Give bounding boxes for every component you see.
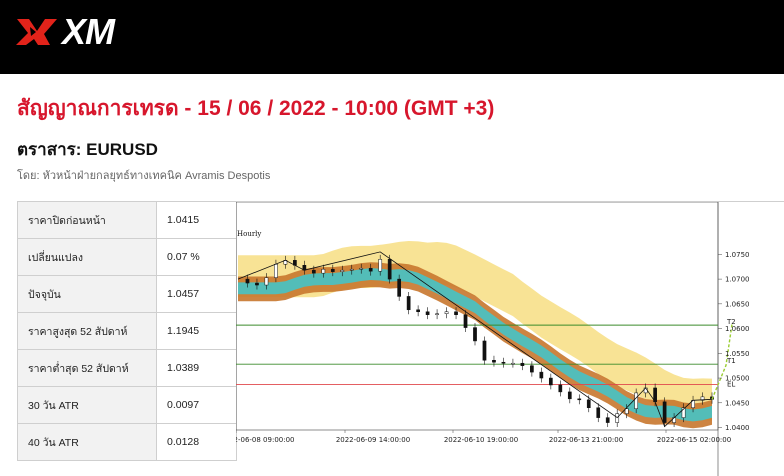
- stat-value: 1.0457: [156, 275, 237, 313]
- candle-body: [615, 413, 620, 423]
- y-tick-label: 1.0500: [725, 375, 750, 383]
- table-row: ปัจจุบัน 1.0457: [17, 275, 237, 313]
- candle-body: [255, 282, 259, 286]
- candle-body: [397, 278, 402, 297]
- candle-body: [596, 407, 601, 418]
- candle-body: [539, 371, 544, 379]
- candle-body: [700, 396, 705, 401]
- stat-label: ราคาปิดก่อนหน้า: [17, 201, 157, 239]
- candle-body: [492, 359, 496, 363]
- x-tick-label: 2022-06-09 14:00:00: [336, 436, 410, 444]
- inner-band: [238, 268, 712, 422]
- level-label-t2: T2: [726, 318, 736, 326]
- y-tick-label: 1.0750: [725, 251, 750, 259]
- candle-body: [577, 398, 582, 401]
- candle-body: [511, 362, 515, 365]
- candle-body: [548, 377, 553, 386]
- stat-label: ปัจจุบัน: [17, 275, 157, 313]
- chart-svg: T2 T1 EL Hourly 1.0750 1.0700 1.0650 1.0600 1.05…: [236, 202, 750, 476]
- candle-body: [605, 417, 610, 423]
- y-tick-label: 1.0700: [725, 276, 750, 284]
- table-row: ราคาสูงสุด 52 สัปดาห์ 1.1945: [17, 312, 237, 350]
- logo-text: XM: [62, 11, 115, 52]
- candle-body: [245, 278, 250, 284]
- candle-body: [558, 384, 563, 393]
- table-row: ราคาปิดก่อนหน้า 1.0415: [17, 201, 237, 239]
- author-byline: โดย: หัวหน้าฝ่ายกลยุทธ์ทางเทคนิค Avramis…: [17, 170, 271, 182]
- y-tick-label: 1.0550: [725, 350, 750, 358]
- candle-body: [454, 311, 458, 315]
- candle-body: [340, 269, 345, 272]
- candle-body: [681, 407, 686, 418]
- stat-value: 0.07 %: [156, 238, 237, 276]
- stat-value: 1.0389: [156, 349, 237, 387]
- stat-value: 0.0128: [156, 423, 237, 461]
- page-title: สัญญาณการเทรด - 15 / 06 / 2022 - 10:00 (…: [17, 97, 495, 120]
- stat-value: 1.0415: [156, 201, 237, 239]
- stats-table: ราคาปิดก่อนหน้า 1.0415 เปลี่ยนแปลง 0.07 …: [17, 201, 237, 461]
- candle-body: [624, 408, 629, 414]
- stat-label: ราคาสูงสุด 52 สัปดาห์: [17, 312, 157, 350]
- candle-body: [274, 264, 278, 278]
- candle-body: [368, 267, 373, 272]
- candle-body: [530, 365, 534, 373]
- forecast-path: [711, 324, 733, 400]
- x-tick-label: 2022-06-10 19:00:00: [444, 436, 518, 444]
- candle-body: [406, 296, 411, 311]
- candle-body: [378, 259, 383, 272]
- stat-label: ราคาต่ำสุด 52 สัปดาห์: [17, 349, 157, 387]
- x-tick-label: 2022-06-15 02:00:00: [657, 436, 731, 444]
- candle-body: [662, 401, 667, 423]
- y-tick-label: 1.0450: [725, 399, 750, 407]
- candle-body: [567, 391, 572, 400]
- candle-body: [321, 268, 326, 274]
- table-row: 40 วัน ATR 0.0128: [17, 423, 237, 461]
- candle-body: [463, 314, 468, 328]
- table-row: 30 วัน ATR 0.0097: [17, 386, 237, 424]
- y-tick-label: 1.0650: [725, 300, 750, 308]
- y-tick-label: 1.0400: [725, 424, 750, 432]
- xm-logo[interactable]: XM: [14, 11, 115, 52]
- candle-body: [520, 362, 525, 366]
- price-chart: T2 T1 EL Hourly 1.0750 1.0700 1.0650 1.0600 1.05…: [236, 201, 784, 476]
- y-tick-label: 1.0600: [725, 325, 750, 333]
- candle-body: [425, 311, 430, 315]
- candle-body: [349, 268, 354, 271]
- candle-body: [473, 327, 477, 342]
- candle-body: [634, 392, 639, 409]
- stat-label: 30 วัน ATR: [17, 386, 157, 424]
- stat-value: 1.1945: [156, 312, 237, 350]
- zigzag-line: [237, 251, 713, 428]
- table-row: ราคาต่ำสุด 52 สัปดาห์ 1.0389: [17, 349, 237, 387]
- timeframe-label: Hourly: [237, 230, 261, 238]
- instrument-title: ตราสาร: EURUSD: [17, 140, 158, 159]
- candle-body: [264, 277, 269, 286]
- candle-body: [359, 267, 364, 270]
- x-tick-label: 2022-06-13 21:00:00: [549, 436, 623, 444]
- table-row: เปลี่ยนแปลง 0.07 %: [17, 238, 237, 276]
- stat-label: เปลี่ยนแปลง: [17, 238, 157, 276]
- candle-body: [416, 309, 420, 313]
- candle-body: [501, 361, 506, 364]
- candle-body: [586, 399, 591, 408]
- candle-body: [330, 268, 335, 272]
- level-label-el: EL: [727, 380, 735, 388]
- stat-label: 40 วัน ATR: [17, 423, 157, 461]
- candle-body: [387, 259, 392, 280]
- level-label-t1: T1: [726, 357, 736, 365]
- bull-logo-icon: [16, 19, 57, 45]
- header-bar: XM: [0, 0, 784, 74]
- candle-body: [482, 340, 487, 361]
- candle-body: [311, 269, 316, 274]
- stat-value: 0.0097: [156, 386, 237, 424]
- candle-body: [435, 313, 439, 315]
- candle-body: [444, 311, 449, 314]
- x-tick-label: 2-06-08 09:00:00: [236, 436, 294, 444]
